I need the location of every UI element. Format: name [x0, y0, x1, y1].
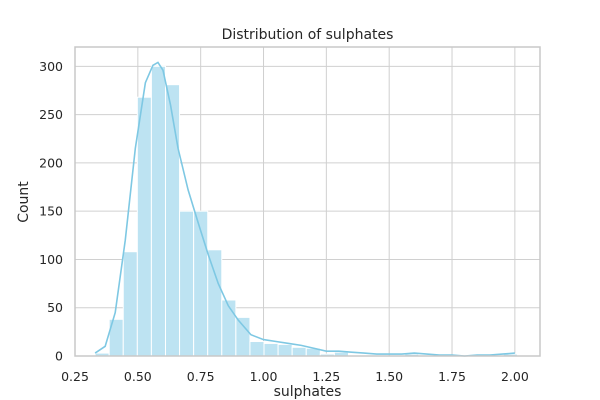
chart-title: Distribution of sulphates	[222, 27, 394, 43]
y-tick-label: 0	[55, 349, 63, 364]
y-tick-label: 100	[39, 252, 63, 267]
histogram-bar	[122, 251, 138, 357]
y-tick-label: 150	[39, 204, 63, 219]
histogram-bar	[249, 341, 265, 357]
x-tick-label: 0.75	[187, 369, 215, 384]
histogram-bar	[277, 343, 293, 357]
kde-curve	[94, 61, 515, 357]
histogram-bar	[235, 316, 251, 357]
histogram-bar	[179, 210, 195, 357]
x-tick-label: 0.25	[61, 369, 89, 384]
y-tick-label: 200	[39, 155, 63, 170]
x-tick-label: 1.50	[375, 369, 403, 384]
y-tick-label: 250	[39, 107, 63, 122]
plot-frame	[74, 46, 541, 357]
histogram-bar	[291, 346, 307, 357]
x-tick-labels: 0.25 0.50 0.75 1.00 1.25 1.50 1.75 2.00	[61, 369, 529, 384]
histogram-bar	[150, 65, 166, 357]
x-tick-label: 1.00	[250, 369, 278, 384]
y-axis-label: Count	[16, 181, 32, 223]
x-tick-label: 2.00	[501, 369, 529, 384]
x-tick-label: 0.50	[124, 369, 152, 384]
histogram-bars	[94, 65, 518, 357]
histogram-bar	[221, 299, 237, 357]
histogram-bar	[263, 342, 279, 357]
x-axis-label: sulphates	[274, 384, 342, 400]
x-tick-label: 1.75	[438, 369, 466, 384]
histogram-bar	[136, 96, 152, 357]
y-tick-label: 50	[47, 300, 63, 315]
x-tick-label: 1.25	[312, 369, 340, 384]
y-tick-label: 300	[39, 59, 63, 74]
histogram-bar	[164, 84, 181, 357]
y-tick-labels: 0 50 100 150 200 250 300	[39, 59, 63, 364]
histogram-bar	[207, 249, 223, 357]
